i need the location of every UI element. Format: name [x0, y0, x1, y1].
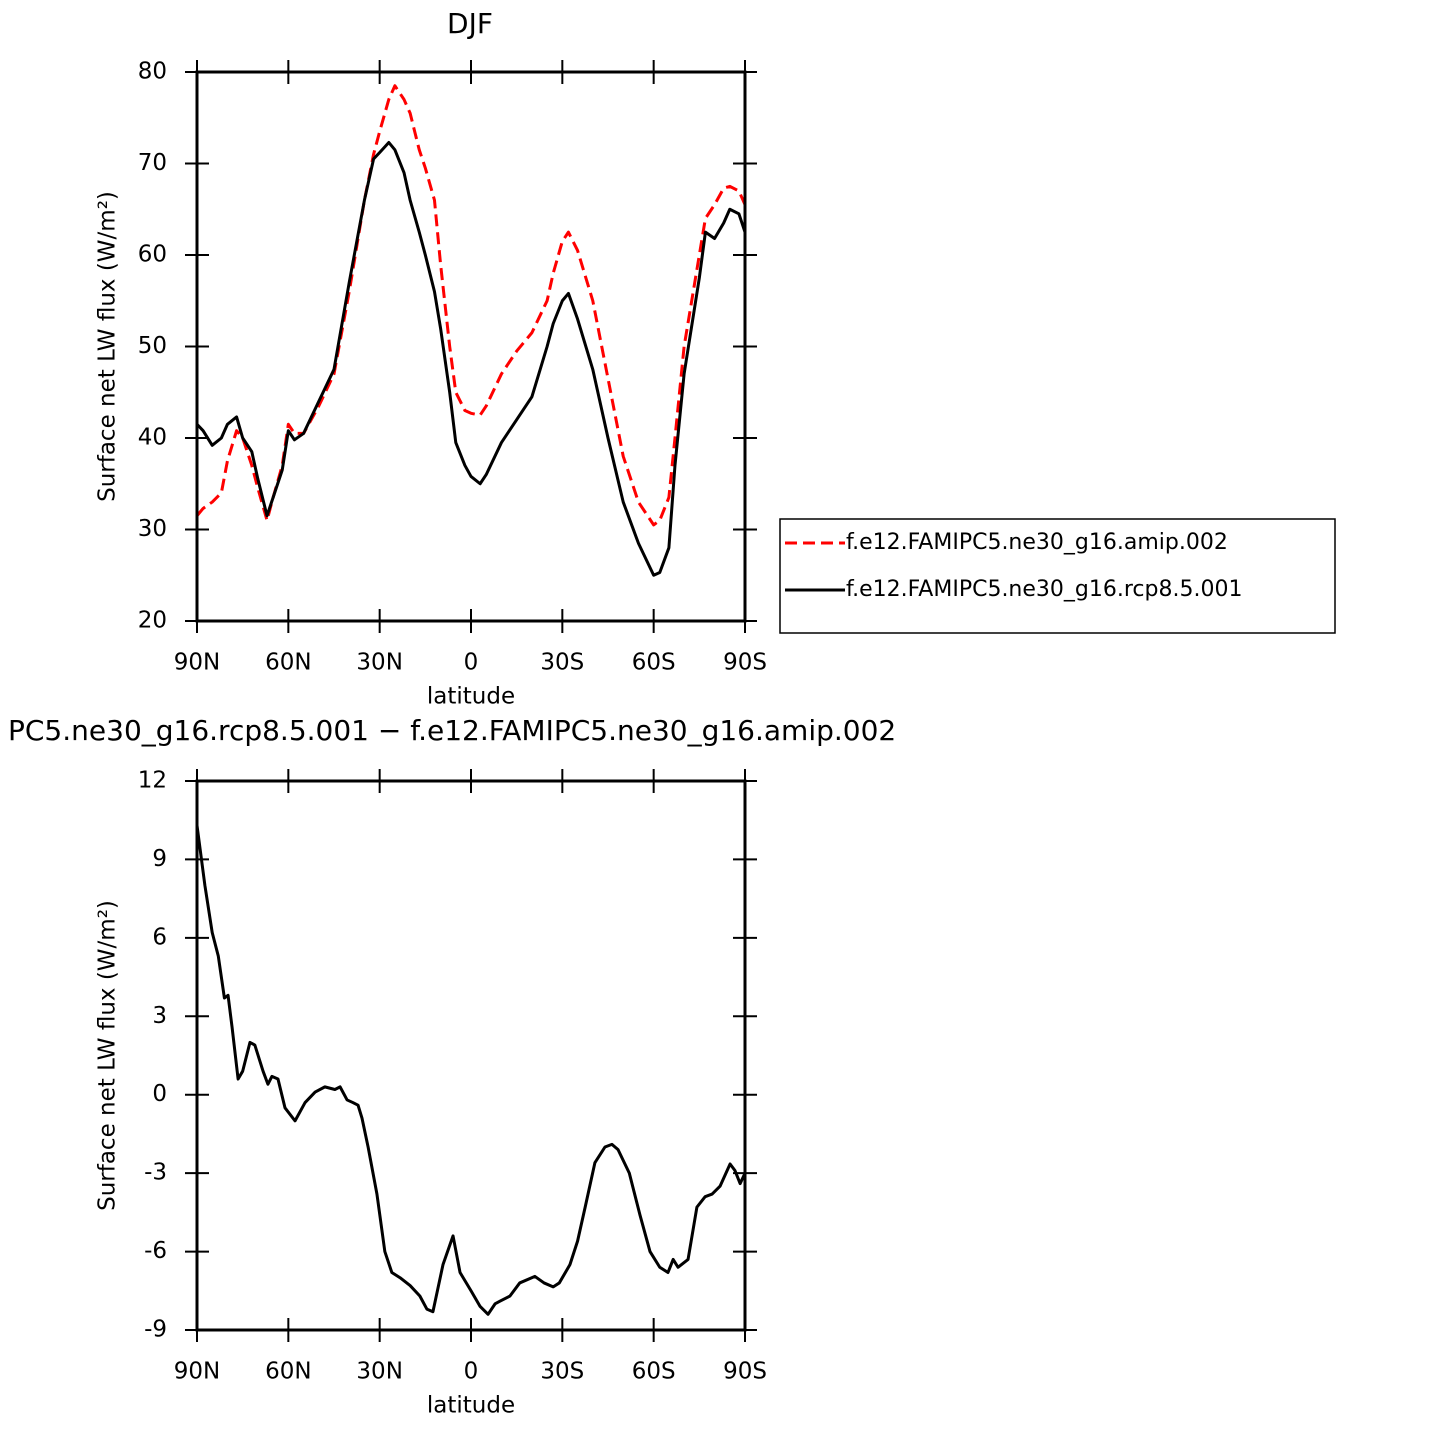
data-line [195, 140, 747, 577]
y-tick-label: 0 [152, 1081, 167, 1107]
x-tick-label: 60N [265, 1359, 311, 1385]
legend-label: f.e12.FAMIPC5.ne30_g16.rcp8.5.001 [846, 577, 1242, 602]
y-tick-label: 9 [152, 846, 167, 872]
plot-frame [195, 779, 747, 1332]
data-line [195, 825, 747, 1316]
y-tick-label: 70 [138, 150, 167, 176]
y-tick-label: -3 [144, 1160, 167, 1186]
y-tick-label: 80 [138, 59, 167, 85]
legend-box [779, 518, 1336, 634]
y-axis-label: Surface net LW flux (W/m²) [95, 191, 121, 502]
y-tick-label: -6 [144, 1238, 167, 1264]
chart-title: PC5.ne30_g16.rcp8.5.001 − f.e12.FAMIPC5.… [8, 714, 896, 747]
y-tick-label: 12 [138, 768, 167, 794]
x-tick-label: 90S [723, 650, 767, 676]
y-tick-label: 6 [152, 924, 167, 950]
legend-label: f.e12.FAMIPC5.ne30_g16.amip.002 [846, 530, 1228, 555]
x-tick-label: 30N [356, 1359, 402, 1385]
x-tick-label: 90S [723, 1359, 767, 1385]
x-tick-label: 0 [464, 650, 479, 676]
y-axis-label: Surface net LW flux (W/m²) [95, 900, 121, 1211]
y-tick-label: 30 [138, 516, 167, 542]
y-tick-label: 3 [152, 1003, 167, 1029]
y-tick-label: 20 [138, 608, 167, 634]
x-axis-label: latitude [427, 684, 515, 710]
y-tick-label: -9 [144, 1317, 167, 1343]
y-tick-label: 50 [138, 333, 167, 359]
x-tick-label: 90N [174, 650, 220, 676]
x-tick-label: 30S [540, 650, 584, 676]
x-tick-label: 60S [632, 1359, 676, 1385]
y-tick-label: 60 [138, 242, 167, 268]
x-tick-label: 90N [174, 1359, 220, 1385]
plot-frame [195, 70, 747, 623]
x-tick-label: 30N [356, 650, 402, 676]
x-tick-label: 30S [540, 1359, 584, 1385]
x-axis-label: latitude [427, 1393, 515, 1419]
x-tick-label: 60S [632, 650, 676, 676]
data-line [195, 84, 747, 527]
x-tick-label: 60N [265, 650, 311, 676]
chart-title: DJF [447, 7, 493, 40]
y-tick-label: 40 [138, 425, 167, 451]
x-tick-label: 0 [464, 1359, 479, 1385]
